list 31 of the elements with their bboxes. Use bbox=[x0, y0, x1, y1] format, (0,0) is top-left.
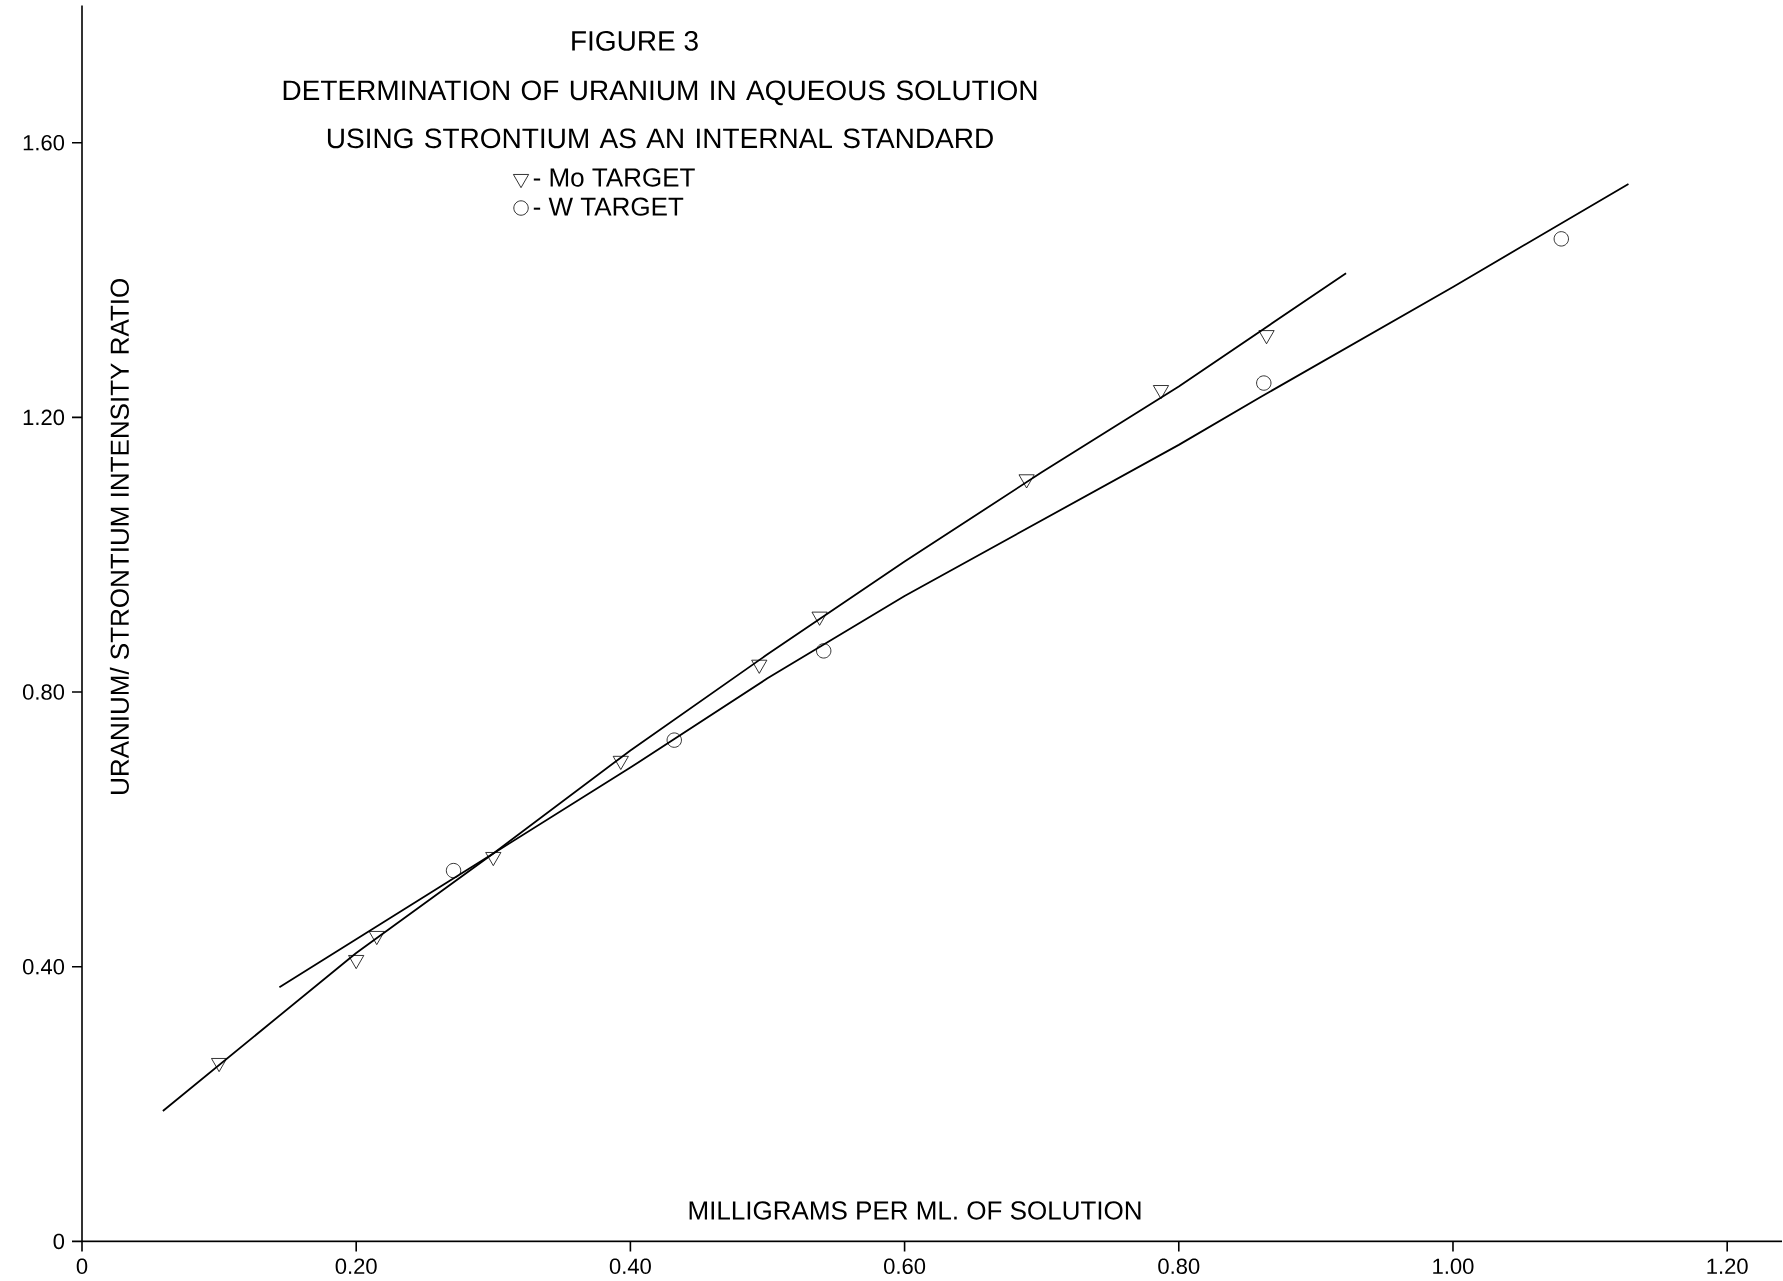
y-tick-label: 0 bbox=[53, 1233, 65, 1250]
text: DETERMINATION OF URANIUM IN AQUEOUS SOLUTION USING STRONTIUM AS AN INTERNAL STANDARD bbox=[283, 80, 1037, 149]
point bbox=[811, 611, 828, 626]
x-tick-label: 0.40 bbox=[609, 1258, 651, 1275]
point bbox=[1258, 330, 1275, 345]
point bbox=[612, 756, 629, 771]
point bbox=[1256, 375, 1272, 391]
x-tick-label: 0.60 bbox=[884, 1258, 926, 1275]
point bbox=[368, 931, 385, 946]
x-tick-label: 1.00 bbox=[1433, 1258, 1474, 1275]
x-tick-label: 1.20 bbox=[1707, 1258, 1748, 1275]
legend-label: - Mo TARGET bbox=[533, 168, 695, 187]
point bbox=[816, 643, 832, 659]
y-axis-title: URANIUM/ STRONTIUM INTENSITY RATIO bbox=[109, 279, 129, 795]
point bbox=[1553, 231, 1569, 247]
y-tick-label: 0.80 bbox=[22, 684, 65, 700]
x-tick-label: 0.20 bbox=[335, 1258, 377, 1275]
x-axis-title: MILLIGRAMS PER ML. OF SOLUTION bbox=[689, 1201, 1141, 1220]
point bbox=[211, 1058, 228, 1073]
point bbox=[751, 659, 768, 674]
x-tick-label: 0.80 bbox=[1158, 1258, 1200, 1275]
point bbox=[1152, 385, 1169, 400]
x-tick-label: 0 bbox=[76, 1258, 88, 1275]
text: FIGURE 3 bbox=[572, 31, 698, 51]
point bbox=[485, 852, 502, 867]
y-tick-label: 0.40 bbox=[22, 959, 65, 975]
y-tick-label: 1.20 bbox=[23, 409, 65, 426]
legend-label: - W TARGET bbox=[533, 197, 684, 216]
point bbox=[1018, 474, 1035, 489]
point bbox=[348, 955, 365, 970]
y-tick-label: 1.60 bbox=[23, 135, 65, 151]
